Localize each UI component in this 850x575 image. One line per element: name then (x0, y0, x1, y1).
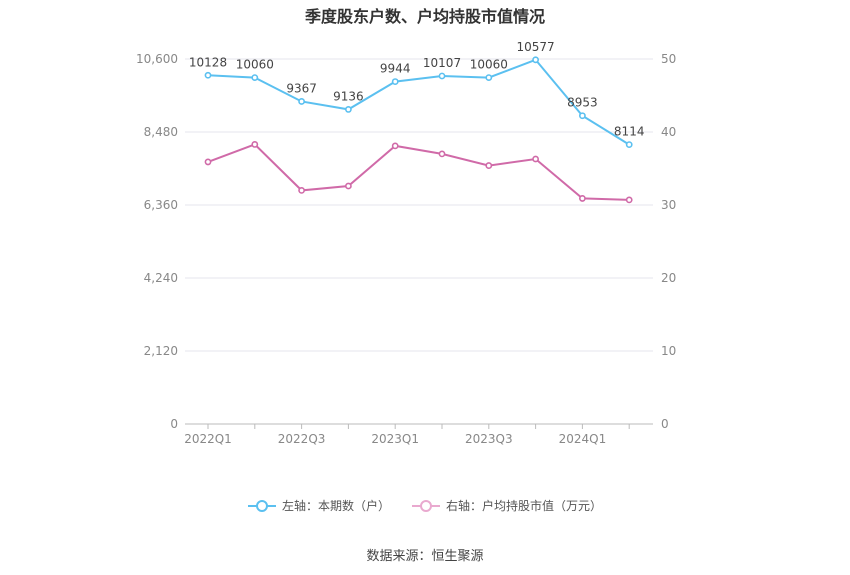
y-left-tick-label: 2,120 (144, 344, 178, 358)
data-point[interactable] (204, 71, 212, 79)
data-point[interactable] (485, 162, 493, 169)
legend-item-households[interactable]: 左轴：本期数（户） (247, 497, 390, 514)
data-label: 10577 (517, 40, 555, 54)
data-point[interactable] (532, 155, 539, 163)
data-point[interactable] (298, 98, 305, 105)
y-right-tick-label: 10 (661, 344, 676, 358)
y-left-tick-label: 8,480 (144, 125, 178, 139)
data-label: 9367 (286, 81, 317, 95)
series-lines (204, 56, 633, 204)
data-point[interactable] (344, 106, 352, 113)
data-label: 10107 (423, 56, 461, 70)
data-label: 10060 (236, 58, 274, 72)
chart-title: 季度股东户数、户均持股市值情况 (304, 7, 545, 26)
y-right-tick-label: 20 (661, 271, 676, 285)
y-left-tick-label: 4,240 (144, 271, 178, 285)
data-point[interactable] (251, 141, 259, 148)
data-point[interactable] (298, 186, 305, 194)
legend: 左轴：本期数（户） 右轴：户均持股市值（万元） (0, 497, 850, 514)
legend-label-avg-value: 右轴：户均持股市值（万元） (446, 499, 603, 513)
x-tick-label: 2023Q3 (465, 432, 513, 446)
data-point[interactable] (391, 78, 399, 85)
data-point[interactable] (391, 142, 399, 150)
y-left-tick-label: 10,600 (136, 52, 178, 66)
axes: 0 0 2,120 10 4,240 20 6,360 30 8,480 40 10,600 50 20… (136, 52, 676, 446)
legend-label-households: 左轴：本期数（户） (281, 499, 390, 513)
data-labels: 10128 10060 9367 9136 9944 10107 10060 10577 895… (189, 40, 645, 139)
data-label: 8114 (614, 125, 645, 139)
data-point[interactable] (251, 74, 259, 81)
y-right-tick-label: 0 (661, 417, 669, 431)
x-tick-label: 2022Q1 (184, 432, 232, 446)
data-point[interactable] (344, 182, 352, 190)
data-point[interactable] (579, 112, 586, 120)
data-point[interactable] (438, 150, 446, 158)
data-label: 10128 (189, 55, 227, 69)
data-label: 8953 (567, 96, 598, 110)
data-point[interactable] (579, 195, 586, 202)
y-left-tick-label: 6,360 (144, 198, 178, 212)
data-point[interactable] (532, 56, 539, 64)
grid-lines (185, 58, 653, 352)
x-tick-label: 2022Q3 (278, 432, 326, 446)
legend-swatch-households-icon (247, 499, 276, 512)
series-line-households (207, 58, 630, 146)
series-line-avg-value (207, 143, 630, 201)
x-tick-label: 2023Q1 (371, 432, 419, 446)
y-right-tick-label: 50 (661, 52, 676, 66)
y-right-tick-label: 40 (661, 125, 676, 139)
y-right-tick-label: 30 (661, 198, 676, 212)
data-label: 9944 (380, 62, 411, 76)
data-point[interactable] (204, 158, 212, 166)
data-point[interactable] (438, 72, 446, 80)
data-point[interactable] (625, 141, 633, 149)
data-label: 9136 (333, 89, 364, 103)
data-label: 10060 (470, 58, 508, 72)
legend-item-avg-value[interactable]: 右轴：户均持股市值（万元） (412, 497, 602, 514)
data-point[interactable] (625, 196, 633, 204)
data-point[interactable] (485, 74, 493, 81)
y-left-tick-label: 0 (170, 417, 178, 431)
data-source-note: 数据来源：恒生聚源 (366, 549, 484, 564)
x-tick-label: 2024Q1 (559, 432, 607, 446)
legend-swatch-avg-value-icon (412, 499, 440, 512)
